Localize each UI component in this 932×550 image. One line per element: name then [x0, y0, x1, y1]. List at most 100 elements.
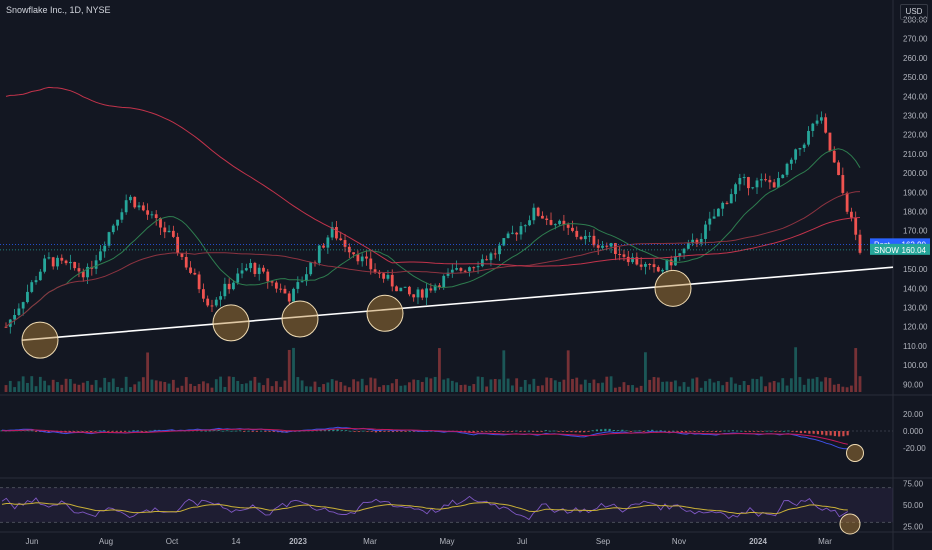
macd-histogram-bar	[247, 430, 250, 432]
volume-bar	[553, 380, 557, 392]
candle-body	[519, 226, 523, 235]
volume-bar	[399, 385, 403, 392]
price-tick-label[interactable]: 100.00	[903, 361, 928, 370]
candle-body	[631, 257, 634, 263]
candle-body	[249, 262, 253, 269]
time-tick-label[interactable]: Aug	[99, 537, 113, 546]
time-tick-label[interactable]: Jun	[26, 537, 39, 546]
macd-histogram-bar	[544, 430, 547, 431]
volume-bar	[21, 376, 25, 392]
macd-histogram-bar	[119, 431, 122, 432]
volume-bar	[300, 380, 304, 392]
symbol-title[interactable]: Snowflake Inc., 1D, NYSE	[6, 5, 111, 15]
volume-bar	[592, 379, 596, 392]
price-tick-label[interactable]: 200.00	[903, 169, 928, 178]
price-tick-label[interactable]: 220.00	[903, 131, 928, 140]
candle-body	[210, 305, 214, 307]
highlighted-lows[interactable]	[21, 269, 692, 359]
candle-body	[373, 269, 377, 273]
price-tick-label[interactable]: 180.00	[903, 208, 928, 217]
volume-bar	[528, 384, 531, 392]
candle-body	[764, 179, 767, 181]
macd-histogram-bar	[379, 431, 382, 432]
volume-bar	[262, 385, 265, 392]
candle-body	[854, 217, 858, 235]
price-tick-label[interactable]: 140.00	[903, 284, 928, 293]
candle-body	[652, 264, 656, 268]
candle-body	[644, 263, 647, 267]
price-tick-label[interactable]: 150.00	[903, 265, 928, 274]
time-tick-label[interactable]: Mar	[818, 537, 832, 546]
highlight-circle	[212, 304, 250, 342]
trendline[interactable]	[21, 266, 894, 341]
volume-bar	[313, 381, 317, 392]
candle-body	[322, 245, 325, 248]
time-axis[interactable]: Jun Aug Oct 14 2023 Mar May Jul Sep Nov 2024 Mar	[26, 537, 833, 546]
macd-histogram-bar	[200, 430, 203, 432]
volume-bar	[536, 385, 540, 392]
volume-bar	[515, 378, 519, 392]
volume-bar	[609, 376, 613, 392]
macd-histogram-bar	[107, 431, 110, 432]
volume-bar	[305, 386, 308, 392]
volume-bar	[678, 386, 682, 392]
time-tick-label[interactable]: Nov	[672, 537, 686, 546]
price-tick-label[interactable]: 130.00	[903, 304, 928, 313]
currency-button[interactable]: USD	[900, 4, 928, 20]
macd-histogram-bar	[659, 430, 662, 432]
price-tick-label[interactable]: 230.00	[903, 112, 928, 121]
volume-bar	[159, 381, 162, 392]
volume-bar	[815, 377, 819, 392]
macd-histogram-bar	[81, 431, 84, 432]
time-tick-label[interactable]: Oct	[166, 537, 179, 546]
volume-bar	[377, 386, 381, 392]
candle-body	[103, 245, 107, 252]
price-tick-label[interactable]: 240.00	[903, 92, 928, 101]
volume-bar	[129, 387, 132, 392]
time-tick-label[interactable]: May	[439, 537, 454, 546]
price-axis[interactable]: 280.00 270.00 260.00 250.00 240.00 230.00 220.…	[903, 16, 928, 532]
volume-bar	[223, 386, 227, 392]
volume-bar	[107, 382, 111, 392]
candle-body	[850, 211, 853, 218]
macd-histogram-bar	[808, 431, 811, 434]
macd-histogram-bar	[523, 431, 526, 432]
candle-body	[725, 202, 729, 204]
time-tick-label[interactable]: 2024	[749, 537, 767, 546]
time-tick-label[interactable]: Jul	[517, 537, 527, 546]
price-tick-label[interactable]: 260.00	[903, 54, 928, 63]
volume-bar	[163, 381, 167, 392]
time-tick-label[interactable]: 2023	[289, 537, 307, 546]
candle-body	[498, 245, 501, 255]
price-tick-label[interactable]: 250.00	[903, 73, 928, 82]
macd-histogram-bar	[723, 430, 726, 432]
candle-body	[815, 120, 819, 124]
volume-bar	[541, 385, 544, 392]
price-tick-label[interactable]: 210.00	[903, 150, 928, 159]
time-tick-label[interactable]: Mar	[363, 537, 377, 546]
candle-body	[154, 214, 158, 219]
macd-histogram-bar	[795, 431, 798, 433]
price-tick-label[interactable]: 90.00	[903, 380, 924, 389]
candle-body	[708, 218, 712, 225]
macd-histogram-bar	[719, 431, 722, 432]
time-tick-label[interactable]: Sep	[596, 537, 611, 546]
price-tick-label[interactable]: 110.00	[903, 342, 927, 351]
price-tick-label[interactable]: 170.00	[903, 227, 928, 236]
macd-histogram-bar	[506, 431, 509, 432]
macd-histogram-bar	[357, 431, 360, 432]
macd-histogram-bar	[340, 430, 343, 431]
volume-bar	[789, 378, 793, 392]
time-tick-label[interactable]: 14	[232, 537, 241, 546]
macd-histogram-bar	[323, 430, 326, 432]
volume-bar	[236, 380, 240, 392]
macd-histogram-bar	[587, 431, 590, 432]
price-tick-label[interactable]: 120.00	[903, 323, 928, 332]
price-tick-label[interactable]: 190.00	[903, 188, 928, 197]
volume-bar	[519, 386, 523, 392]
price-tick-label[interactable]: 270.00	[903, 35, 928, 44]
macd-histogram-bar	[370, 431, 373, 432]
last-badge-label: SNOW	[874, 246, 899, 255]
price-tick-label[interactable]: 280.00	[903, 16, 928, 25]
